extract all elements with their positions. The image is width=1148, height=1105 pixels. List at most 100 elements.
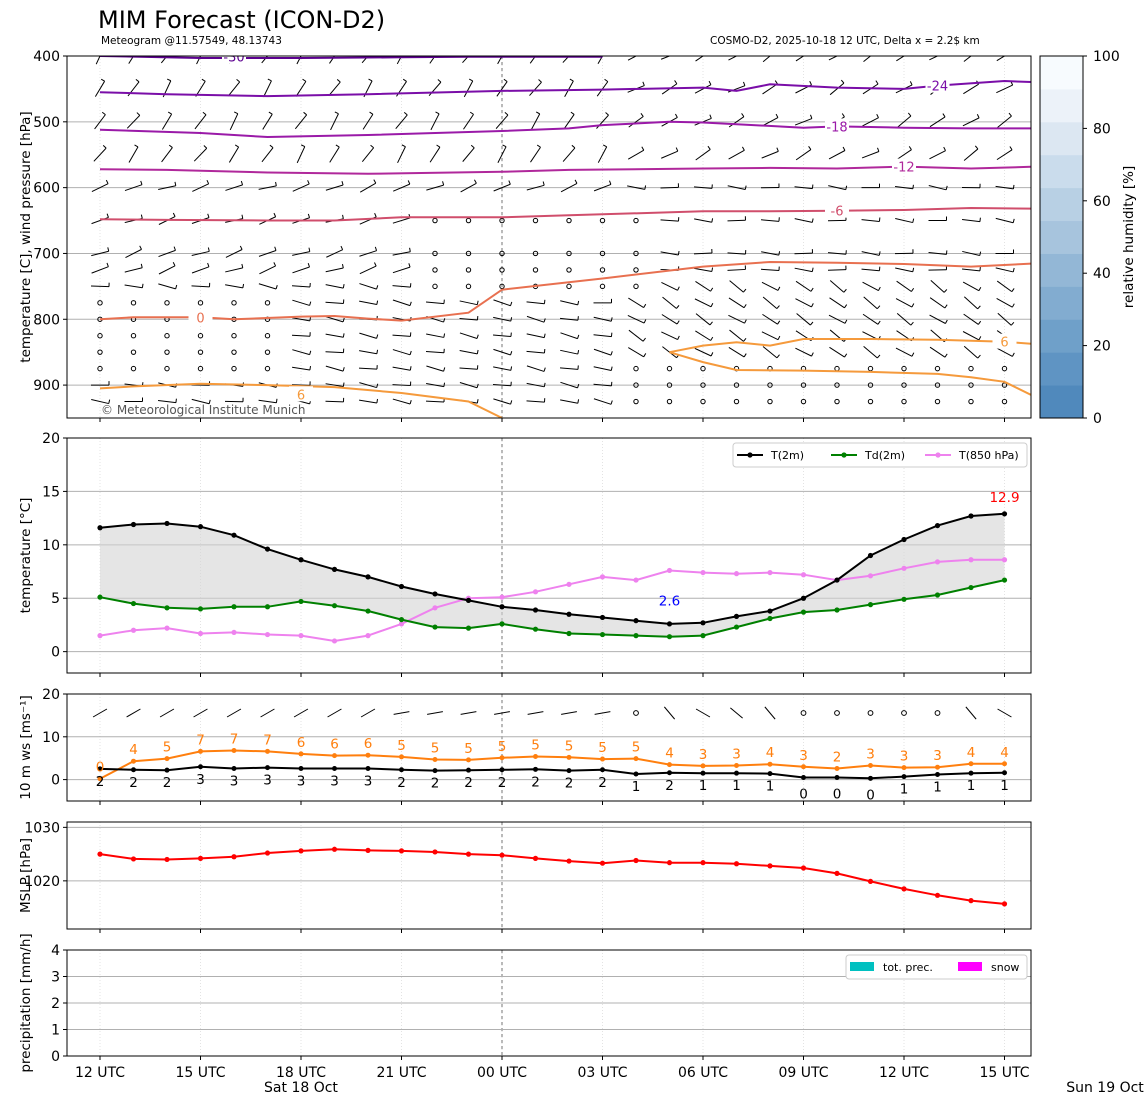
wind-barb-flag [577,399,580,404]
legend-box [845,954,1028,980]
series-point [734,762,739,768]
wind-barb-flag [503,46,506,48]
series-point [867,878,874,884]
series-point [968,770,974,776]
wind-barb-flag [977,320,982,325]
gust-label: 0 [96,760,105,776]
wind-barb [124,267,143,273]
wind-barb-flag [307,263,310,268]
time-tick-label: 15 UTC [979,1065,1029,1081]
series-point [432,624,438,630]
wind-barb-flag [677,335,680,340]
wind-barb-flag [268,111,273,115]
wind-barb [426,333,444,338]
wind-barb [961,268,981,272]
calm-marker [700,398,706,405]
wind-barb [493,316,511,322]
wind-barb-flag [435,111,440,115]
wind-barb [995,217,1014,224]
series-line-mslp [99,848,1005,905]
wind-barb [862,281,879,292]
y-tick-label: 20 [42,687,60,703]
series-point [164,625,170,631]
wind-barb [493,348,511,356]
wind-barb-flag [340,245,344,250]
series-point [532,589,539,595]
wind-barb [996,84,1013,94]
speed-label: 1 [933,779,942,795]
wind-barb-flag [774,80,778,85]
wind-barb-flag [269,144,274,149]
wind-barb-flag [707,145,711,150]
speed-label: 3 [364,773,373,789]
wind-barb-flag [605,112,609,116]
calm-marker [432,217,438,224]
wind-barb-flag [543,333,546,338]
wind-barb-flag [510,366,513,371]
wind-barb-flag [510,351,513,356]
wind-barb [693,252,713,255]
speed-label: 3 [230,773,239,789]
gust-label: 4 [129,742,138,758]
gust-label: 5 [397,738,406,754]
y-tick-label: 500 [33,115,60,131]
calm-marker [499,250,505,257]
calm-marker [700,365,706,372]
wind-barb-flag [677,286,680,291]
isotherm-line [669,338,1031,354]
series-point [332,753,337,759]
legend-marker [841,452,847,458]
series-point [867,602,874,608]
wind-barb-flag [270,47,273,50]
wind-barb-flag [236,79,240,83]
series-point [331,846,338,852]
wind-barb [460,711,477,715]
wind-barb [762,83,778,95]
wind-barb [259,265,276,275]
wind-barb [828,56,839,61]
series-point [398,621,405,627]
wind-barb [258,283,277,290]
wind-barb-flag [708,80,712,85]
wind-barb [761,117,779,127]
wind-barb-flag [334,111,339,115]
series-point [767,771,773,777]
colorbar-band [1040,56,1083,90]
wind-barb [962,281,980,292]
wind-barb-flag [170,46,173,49]
wind-barb [459,367,478,370]
series-point [633,771,639,777]
wind-barb [326,249,343,258]
series-point [331,566,338,572]
series-point [130,600,137,607]
wind-barb-flag [437,46,440,48]
wind-barb-flag [173,246,176,251]
wind-barb-flag [443,367,446,372]
wind-barb-flag [502,144,507,148]
series-point [934,892,941,898]
wind-barb-flag [844,304,848,309]
wind-barb-flag [369,111,374,115]
gust-label: 5 [498,739,507,755]
series-point [365,633,371,639]
wind-barb [325,284,344,289]
series-point [566,611,572,617]
calm-marker [130,333,137,339]
wind-barb-flag [908,146,912,150]
wind-barb-flag [436,144,441,148]
calm-marker [968,382,974,388]
wind-barb [796,313,811,326]
series-point [733,571,740,577]
wind-barb [192,183,209,192]
wind-barb [459,349,478,355]
wind-barb [963,83,979,95]
series-point [164,767,170,773]
wind-barb [292,251,310,256]
wind-barb [359,399,377,404]
speed-label: 2 [397,775,406,791]
wind-barb [460,182,477,193]
isotherm-line [99,382,503,418]
wind-barb [359,182,377,193]
wind-barb-flag [335,144,340,148]
wind-barb-flag [577,350,580,355]
